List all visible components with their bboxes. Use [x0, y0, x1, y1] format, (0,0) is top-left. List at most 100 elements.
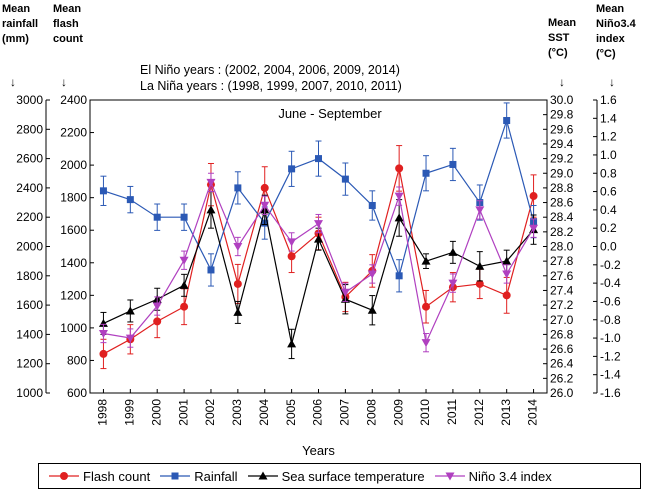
sst-axis-title: Mean SST (°C)	[548, 16, 576, 61]
flash-arrow-icon: ↓	[61, 75, 67, 89]
nino-arrow-icon: ↓	[609, 75, 615, 89]
rainfall-axis-tick-label: 3000	[16, 93, 43, 107]
nino-point	[340, 288, 350, 297]
legend-label-rainfall: Rainfall	[194, 468, 238, 484]
sst-point	[367, 305, 377, 314]
nino-point	[125, 334, 135, 343]
legend-label-sst: Sea surface temperature	[281, 468, 425, 484]
rainfall-axis-tick-label: 1600	[16, 298, 43, 312]
x-axis-title: Years	[302, 443, 335, 458]
nino-point	[448, 279, 458, 288]
nino-axis-tick-label: 0.4	[600, 203, 617, 217]
rainfall-point	[503, 117, 511, 125]
x-axis-tick-label: 2005	[284, 399, 298, 426]
flash-axis-tick-label: 2400	[60, 93, 87, 107]
legend-triangle-down-icon	[434, 472, 465, 481]
nino-point	[233, 243, 243, 251]
legend-triangle-icon	[247, 471, 278, 480]
rainfall-point	[99, 187, 107, 195]
rainfall-point	[395, 272, 403, 280]
rainfall-title-line: (mm)	[2, 33, 29, 45]
sst-axis-tick-label: 27.6	[550, 269, 574, 283]
rainfall-point	[153, 213, 161, 221]
sst-point	[448, 247, 458, 256]
flash-axis-tick-label: 600	[67, 386, 87, 400]
x-axis-tick-label: 2008	[364, 399, 378, 426]
nino-axis-tick-label: -0.4	[600, 276, 621, 290]
nino-title-line: (°C)	[596, 48, 616, 60]
sst-point	[206, 205, 216, 214]
sst-axis-tick-label: 30.0	[550, 93, 574, 107]
flash-point	[260, 183, 269, 192]
nino-point	[314, 220, 323, 229]
sst-axis-tick-label: 26.8	[550, 327, 574, 341]
sst-axis-tick-label: 28.6	[550, 196, 574, 210]
sst-point	[287, 339, 297, 348]
nino-axis-tick-label: -0.8	[600, 313, 621, 327]
sst-axis-tick-label: 26.6	[550, 342, 574, 356]
flash-point	[287, 252, 296, 261]
rainfall-axis-tick-label: 1000	[16, 386, 43, 400]
rainfall-axis-tick-label: 2800	[16, 122, 43, 136]
flash-axis-tick-label: 1400	[60, 256, 87, 270]
nino-point	[179, 256, 189, 265]
rainfall-axis-tick-label: 2000	[16, 240, 43, 254]
nino-title-line: Mean	[596, 3, 625, 15]
nino-axis-tick-label: -1.2	[600, 349, 621, 363]
rainfall-point	[207, 266, 215, 274]
rainfall-point	[126, 196, 134, 204]
nino-point	[502, 270, 512, 279]
x-axis-tick-label: 2009	[391, 399, 405, 426]
rainfall-axis-tick-label: 2200	[16, 210, 43, 224]
rainfall-title-line: Mean	[2, 3, 31, 15]
x-axis-tick-label: 2014	[526, 399, 540, 426]
sst-axis-tick-label: 29.2	[550, 152, 574, 166]
sst-point	[125, 306, 135, 315]
nino-axis-tick-label: -0.6	[600, 294, 621, 308]
nino-axis-tick-label: 0.8	[600, 166, 617, 180]
rainfall-point	[449, 160, 457, 168]
flash-axis-tick-label: 2200	[60, 126, 87, 140]
flash-axis-title: Mean flash count	[53, 2, 83, 47]
series-line-3	[103, 180, 535, 345]
x-axis-tick-label: 2006	[311, 399, 325, 426]
rainfall-point	[422, 169, 430, 177]
flash-point	[99, 349, 108, 358]
nino-axis-tick-label: -1.6	[600, 386, 621, 400]
sst-point	[502, 256, 512, 265]
x-axis-tick-label: 2011	[445, 399, 459, 425]
nino-axis-title: Mean Niño3.4 index (°C)	[596, 2, 636, 62]
sst-title-line: (°C)	[548, 47, 568, 59]
x-axis-tick-label: 1998	[96, 399, 110, 426]
sst-axis-tick-label: 26.4	[550, 357, 574, 371]
x-axis-tick-label: 2012	[472, 399, 486, 426]
nino-point	[529, 224, 539, 233]
flash-axis-tick-label: 1000	[60, 321, 87, 335]
nino-point	[152, 302, 162, 311]
sst-point	[394, 213, 404, 222]
rainfall-axis-tick-label: 2600	[16, 152, 43, 166]
nino-point	[394, 192, 404, 201]
nino-axis-tick-label: -1.0	[600, 331, 621, 345]
sst-point	[233, 307, 243, 316]
x-axis-tick-label: 2001	[176, 399, 190, 426]
rainfall-axis-title: Mean rainfall (mm)	[2, 2, 38, 47]
nino-point	[287, 238, 297, 247]
nino-axis-tick-label: 1.4	[600, 111, 617, 125]
legend-item-rainfall: Rainfall	[160, 468, 238, 484]
sst-title-line: SST	[548, 32, 570, 44]
sst-axis-tick-label: 29.0	[550, 166, 574, 180]
nino-point	[260, 201, 270, 210]
sst-axis-tick-label: 29.8	[550, 108, 574, 122]
sst-axis-tick-label: 28.0	[550, 240, 574, 254]
nino-point	[367, 270, 377, 279]
flash-point	[475, 279, 484, 288]
legend-item-flash: Flash count	[49, 469, 150, 484]
flash-title-line: count	[53, 33, 83, 45]
flash-point	[422, 302, 431, 311]
nino-point	[206, 178, 216, 187]
legend-label-nino: Niño 3.4 index	[468, 468, 552, 484]
legend-item-sst: Sea surface temperature	[247, 468, 425, 484]
flash-point	[180, 302, 189, 311]
